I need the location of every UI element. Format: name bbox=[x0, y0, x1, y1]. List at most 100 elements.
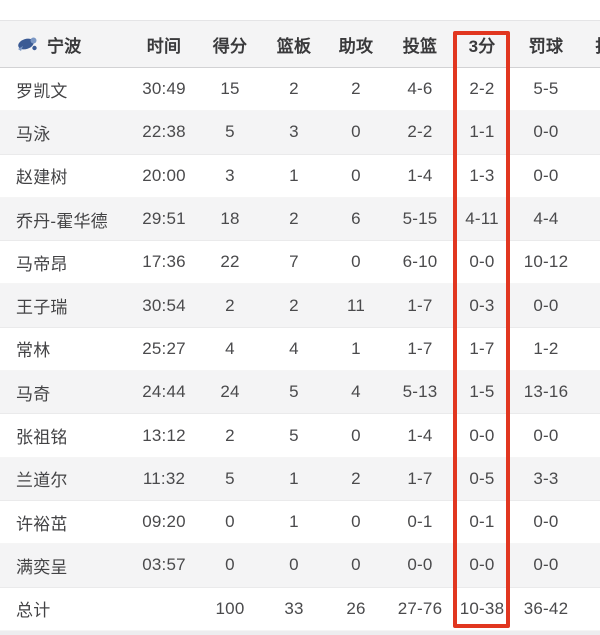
stat-cell-fg: 0-0 bbox=[407, 555, 433, 575]
stat-cell-points: 5 bbox=[225, 468, 235, 488]
stat-cell-fg: 1-7 bbox=[407, 468, 433, 488]
player-name[interactable]: 乔丹-霍华德 bbox=[16, 211, 108, 231]
stat-cell-tp: 2-2 bbox=[469, 79, 495, 99]
stat-cell-time: 03:57 bbox=[142, 555, 186, 575]
stat-cell-rebounds: 0 bbox=[289, 555, 299, 575]
table-row: 兰道尔 11:32 5 1 2 1-7 0-5 3-3 bbox=[0, 457, 600, 501]
stat-cell-time: 13:12 bbox=[142, 425, 186, 445]
player-name[interactable]: 赵建树 bbox=[16, 168, 68, 188]
stat-cell-rebounds: 1 bbox=[289, 468, 299, 488]
stat-cell-points: 24 bbox=[220, 382, 240, 402]
stat-cell-points: 22 bbox=[220, 252, 240, 272]
player-name[interactable]: 马奇 bbox=[16, 384, 51, 404]
stats-table: 宁波 时间得分篮板助攻投篮3分罚球抢 罗凯文30:4915224-62-25-5… bbox=[0, 20, 600, 631]
player-name[interactable]: 罗凯文 bbox=[16, 81, 68, 101]
stat-cell-ft: 0-0 bbox=[533, 295, 559, 315]
player-name[interactable]: 满奕呈 bbox=[16, 557, 68, 577]
stat-cell-points: 2 bbox=[225, 425, 235, 445]
stat-cell-tp: 4-11 bbox=[465, 209, 499, 229]
stat-cell-fg: 0-1 bbox=[407, 512, 433, 532]
table-row: 满奕呈 03:57 0 0 0 0-0 0-0 0-0 bbox=[0, 544, 600, 588]
header-cell-points: 得分 bbox=[212, 36, 248, 56]
stat-cell-rebounds: 2 bbox=[289, 209, 299, 229]
stat-cell-fg: 4-6 bbox=[407, 79, 433, 99]
top-spacer bbox=[0, 0, 600, 20]
stat-cell-assists: 2 bbox=[351, 79, 361, 99]
stat-cell-tp: 1-5 bbox=[469, 382, 495, 402]
stat-cell-assists: 6 bbox=[351, 209, 361, 229]
table-row: 王子瑞 30:54 2 2 11 1-7 0-3 0-0 bbox=[0, 284, 600, 328]
stat-cell-ft: 0-0 bbox=[533, 512, 559, 532]
stat-cell-rebounds: 5 bbox=[289, 382, 299, 402]
stat-cell-tp: 1-1 bbox=[469, 122, 495, 142]
player-name[interactable]: 张祖铭 bbox=[16, 428, 68, 448]
stat-cell-rebounds: 7 bbox=[289, 252, 299, 272]
table-row: 乔丹-霍华德 29:51 18 2 6 5-15 4-11 4-4 bbox=[0, 197, 600, 242]
stat-cell-ft: 3-3 bbox=[533, 468, 559, 488]
stat-cell-time: 30:49 bbox=[142, 79, 186, 99]
stat-cell-assists: 0 bbox=[351, 165, 361, 185]
stat-cell-time: 30:54 bbox=[142, 295, 186, 315]
stat-cell-assists: 11 bbox=[346, 295, 366, 315]
stat-cell-rebounds: 4 bbox=[289, 338, 299, 358]
stat-cell-rebounds: 5 bbox=[289, 425, 299, 445]
stat-cell-tp: 0-5 bbox=[469, 468, 495, 488]
stat-cell-ft: 0-0 bbox=[533, 122, 559, 142]
stat-cell-rebounds: 2 bbox=[289, 79, 299, 99]
stat-cell-rebounds: 1 bbox=[289, 512, 299, 532]
stat-cell-fg: 1-4 bbox=[407, 165, 433, 185]
stat-cell-time: 11:32 bbox=[142, 468, 186, 488]
stat-cell-fg: 6-10 bbox=[402, 252, 438, 272]
stat-cell-ft: 0-0 bbox=[533, 165, 559, 185]
player-name[interactable]: 常林 bbox=[16, 341, 51, 361]
stat-cell-rebounds: 1 bbox=[289, 165, 299, 185]
stat-cell-tp: 0-1 bbox=[469, 512, 495, 532]
stat-cell-tp: 1-7 bbox=[469, 338, 495, 358]
stat-cell-points: 18 bbox=[220, 209, 240, 229]
team-logo-icon bbox=[16, 34, 40, 54]
header-row: 宁波 时间 得分 篮板 助攻 投篮 3分 罚球抢 bbox=[0, 20, 600, 68]
stat-cell-ft: 0-0 bbox=[533, 555, 559, 575]
header-cell-field-goals: 投篮 bbox=[402, 36, 438, 56]
stat-cell-ft: 36-42 bbox=[523, 598, 569, 618]
stat-cell-fg: 5-15 bbox=[402, 209, 438, 229]
totals-row: 总计 100 33 26 27-76 10-38 36-42 bbox=[0, 587, 600, 631]
stat-cell-time: 29:51 bbox=[142, 209, 186, 229]
stat-cell-points: 2 bbox=[225, 295, 235, 315]
bottom-divider bbox=[0, 631, 600, 635]
stat-cell-ft: 5-5 bbox=[533, 79, 559, 99]
stat-cell-ft: 1-2 bbox=[533, 338, 559, 358]
stat-cell-assists: 1 bbox=[351, 338, 361, 358]
header-cell-rebounds: 篮板 bbox=[276, 36, 312, 56]
stat-cell-assists: 0 bbox=[351, 252, 361, 272]
stat-cell-tp: 0-0 bbox=[469, 555, 495, 575]
stat-cell-points: 15 bbox=[220, 79, 240, 99]
header-cell-steals-clipped: 抢 bbox=[582, 32, 600, 57]
stat-cell-assists: 0 bbox=[351, 425, 361, 445]
stat-cell-assists: 0 bbox=[351, 122, 361, 142]
stat-cell-fg: 1-7 bbox=[407, 295, 433, 315]
table-row: 常林 25:27 4 4 1 1-7 1-7 1-2 bbox=[0, 327, 600, 372]
table-row: 许裕茁 09:20 0 1 0 0-1 0-1 0-0 bbox=[0, 500, 600, 545]
stat-cell-rebounds: 3 bbox=[289, 122, 299, 142]
stat-cell-time: 17:36 bbox=[142, 252, 186, 272]
header-cell-assists: 助攻 bbox=[338, 36, 374, 56]
stat-cell-ft: 0-0 bbox=[533, 425, 559, 445]
stat-cell-fg: 27-76 bbox=[397, 598, 443, 618]
stat-cell-tp: 10-38 bbox=[459, 598, 505, 618]
player-name[interactable]: 马帝昂 bbox=[16, 254, 68, 274]
player-name[interactable]: 王子瑞 bbox=[16, 298, 68, 318]
stat-cell-fg: 2-2 bbox=[407, 122, 433, 142]
table-row: 马帝昂 17:36 22 7 0 6-10 0-0 10-12 bbox=[0, 241, 600, 285]
stat-cell-points: 4 bbox=[225, 338, 235, 358]
table-row: 马泳 22:38 5 3 0 2-2 1-1 0-0 bbox=[0, 111, 600, 155]
stat-cell-fg: 1-4 bbox=[407, 425, 433, 445]
player-name[interactable]: 许裕茁 bbox=[16, 514, 68, 534]
player-name[interactable]: 兰道尔 bbox=[16, 471, 68, 491]
stat-cell-time: 25:27 bbox=[142, 338, 186, 358]
stat-cell-rebounds: 33 bbox=[284, 598, 304, 618]
stat-cell-points: 100 bbox=[215, 598, 245, 618]
player-name[interactable]: 马泳 bbox=[16, 124, 51, 144]
header-cell-team: 宁波 bbox=[0, 32, 130, 57]
